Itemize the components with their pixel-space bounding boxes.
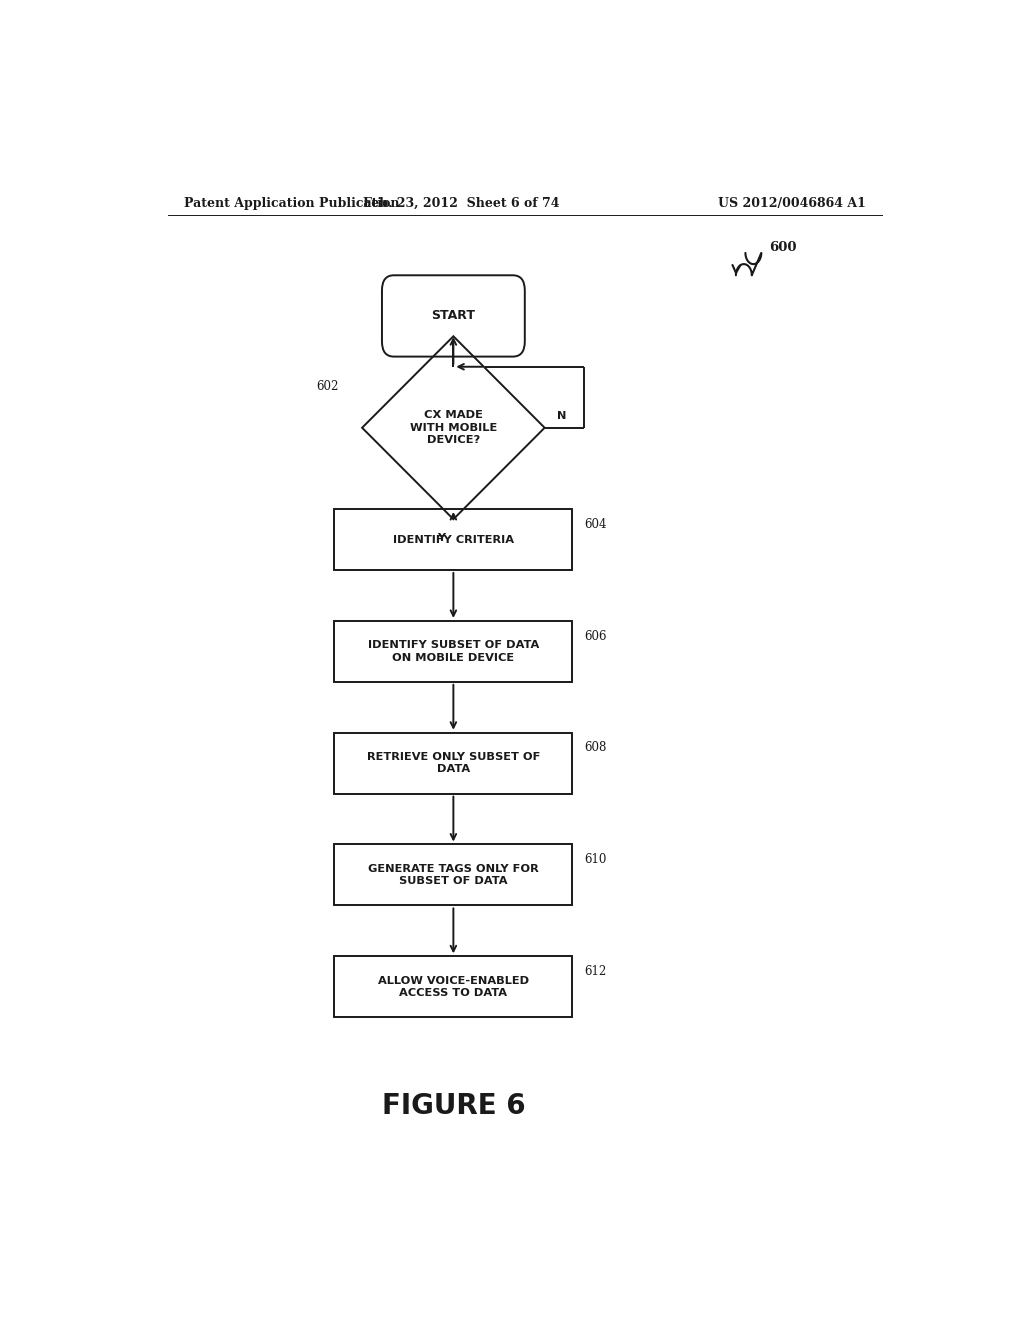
Text: US 2012/0046864 A1: US 2012/0046864 A1 (718, 197, 866, 210)
Text: 602: 602 (316, 380, 338, 393)
Text: RETRIEVE ONLY SUBSET OF
DATA: RETRIEVE ONLY SUBSET OF DATA (367, 752, 540, 775)
Text: FIGURE 6: FIGURE 6 (382, 1092, 525, 1119)
Bar (334, 956, 572, 1018)
Text: 600: 600 (769, 242, 797, 255)
Text: 606: 606 (585, 630, 607, 643)
Text: 604: 604 (585, 517, 607, 531)
Text: Y: Y (437, 532, 445, 543)
Text: IDENTIFY CRITERIA: IDENTIFY CRITERIA (393, 535, 514, 545)
Text: Feb. 23, 2012  Sheet 6 of 74: Feb. 23, 2012 Sheet 6 of 74 (364, 197, 559, 210)
Text: ALLOW VOICE-ENABLED
ACCESS TO DATA: ALLOW VOICE-ENABLED ACCESS TO DATA (378, 975, 529, 998)
Bar (334, 845, 572, 906)
Text: START: START (431, 309, 475, 322)
Text: 608: 608 (585, 742, 606, 755)
Text: IDENTIFY SUBSET OF DATA
ON MOBILE DEVICE: IDENTIFY SUBSET OF DATA ON MOBILE DEVICE (368, 640, 539, 663)
Bar (334, 510, 572, 570)
Text: 610: 610 (585, 853, 606, 866)
Bar (334, 620, 572, 682)
Text: 612: 612 (585, 965, 606, 978)
Text: N: N (557, 411, 566, 421)
Text: CX MADE
WITH MOBILE
DEVICE?: CX MADE WITH MOBILE DEVICE? (410, 411, 497, 445)
Bar (334, 733, 572, 793)
Text: Patent Application Publication: Patent Application Publication (183, 197, 399, 210)
Text: GENERATE TAGS ONLY FOR
SUBSET OF DATA: GENERATE TAGS ONLY FOR SUBSET OF DATA (368, 863, 539, 886)
